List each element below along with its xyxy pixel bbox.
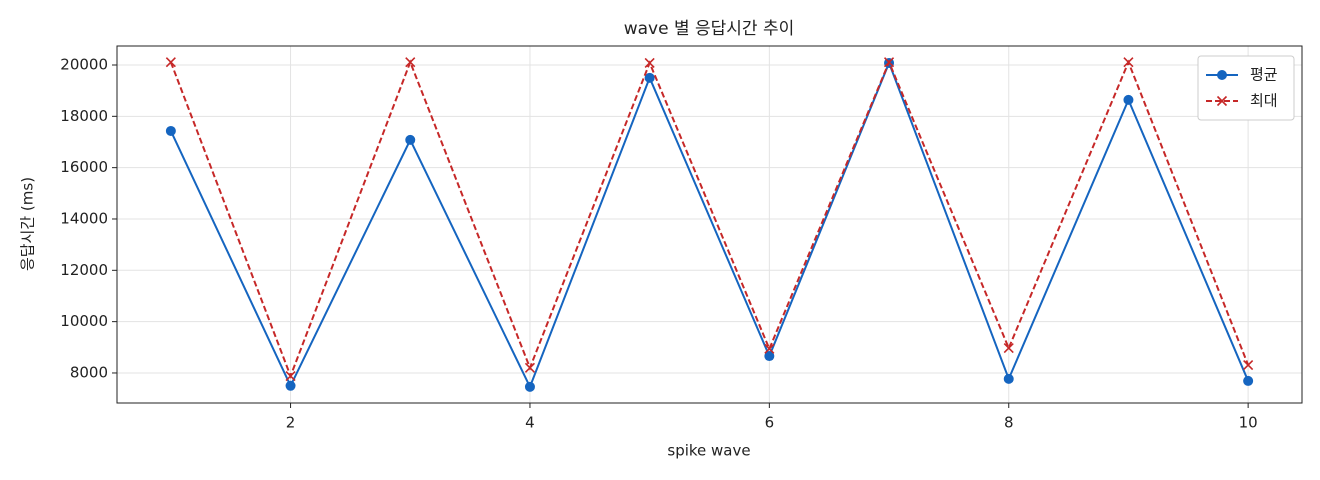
- marker: [405, 134, 416, 145]
- y-tick-label: 8000: [70, 363, 108, 381]
- x-tick-label: 4: [525, 414, 535, 432]
- legend-label: 최대: [1250, 92, 1278, 110]
- marker: [764, 351, 775, 362]
- marker: [165, 57, 176, 68]
- marker: [285, 380, 296, 391]
- x-tick-label: 10: [1239, 414, 1258, 432]
- marker: [644, 72, 655, 83]
- y-tick-label: 18000: [60, 107, 108, 125]
- marker: [1003, 373, 1014, 384]
- chart-title: wave 별 응답시간 추이: [624, 19, 795, 39]
- marker: [764, 343, 775, 354]
- marker: [883, 57, 895, 68]
- plot: [165, 57, 1254, 392]
- marker: [1216, 95, 1228, 107]
- marker: [1123, 57, 1134, 68]
- y-tick-label: 20000: [60, 55, 108, 73]
- marker: [285, 370, 296, 382]
- y-tick-label: 12000: [60, 261, 108, 279]
- series-line: [169, 59, 1250, 379]
- marker: [524, 381, 535, 392]
- marker: [1243, 375, 1254, 386]
- plot-frame: [116, 45, 1303, 404]
- y-tick-label: 14000: [60, 209, 108, 227]
- x-tick-label: 8: [1004, 414, 1014, 432]
- series-line: [169, 60, 1250, 390]
- grid: 8000 10000 12000 14000 16000 18000 20000 2 4 6 8 10: [60, 46, 1302, 432]
- y-tick-label: 16000: [60, 158, 108, 176]
- marker: [644, 57, 655, 69]
- marker: [524, 362, 536, 373]
- marker: [405, 57, 416, 68]
- legend-label: 평균: [1250, 66, 1278, 84]
- x-tick-label: 2: [286, 414, 296, 432]
- marker: [1003, 343, 1014, 354]
- marker: [165, 125, 176, 136]
- x-tick-label: 6: [765, 414, 775, 432]
- marker: [1123, 94, 1134, 105]
- y-tick-label: 10000: [60, 312, 108, 330]
- marker: [1217, 70, 1227, 80]
- y-axis-label: 응답시간 (ms): [19, 177, 37, 271]
- x-axis-label: spike wave: [667, 442, 750, 460]
- marker: [1243, 359, 1254, 371]
- legend-box: [1197, 55, 1295, 121]
